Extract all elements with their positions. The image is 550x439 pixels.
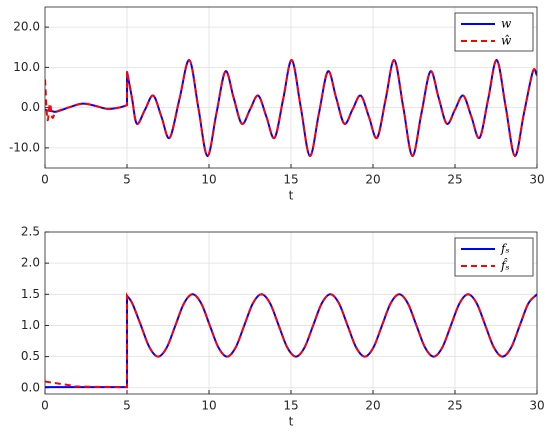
x-tick-label: 10 xyxy=(201,173,216,187)
y-tick-label: 10.0 xyxy=(13,60,40,74)
x-tick-label: 20 xyxy=(365,399,380,413)
x-tick-label: 25 xyxy=(447,173,462,187)
y-tick-label: -10.0 xyxy=(9,140,40,154)
x-tick-label: 20 xyxy=(365,173,380,187)
x-tick-label: 30 xyxy=(529,399,544,413)
y-tick-label: 1.5 xyxy=(21,287,40,301)
x-tick-label: 25 xyxy=(447,399,462,413)
series-line xyxy=(45,59,537,157)
x-tick-label: 5 xyxy=(123,399,131,413)
y-tick-label: 0.5 xyxy=(21,349,40,363)
y-tick-label: 0.0 xyxy=(21,100,40,114)
series-line xyxy=(45,292,537,389)
x-tick-label: 30 xyxy=(529,173,544,187)
y-tick-label: 20.0 xyxy=(13,20,40,34)
legend-box xyxy=(454,237,534,277)
y-tick-label: 2.5 xyxy=(21,225,40,239)
legend-label: w xyxy=(501,17,512,31)
x-tick-label: 10 xyxy=(201,399,216,413)
x-tick-label: 0 xyxy=(41,173,49,187)
x-tick-label: 15 xyxy=(283,399,298,413)
axes-frame xyxy=(44,6,538,169)
y-tick-label: 0.0 xyxy=(21,380,40,394)
x-axis-label: t xyxy=(289,415,294,429)
x-tick-label: 5 xyxy=(123,173,131,187)
y-tick-label: 2.0 xyxy=(21,256,40,270)
x-axis-label: t xyxy=(289,189,294,203)
y-tick-label: 1.0 xyxy=(21,318,40,332)
axes-frame xyxy=(44,231,538,395)
x-tick-label: 0 xyxy=(41,399,49,413)
legend-label: fₛ xyxy=(500,242,509,256)
legend-box xyxy=(454,12,534,52)
legend-label: ŵ xyxy=(501,34,512,48)
legend-label: f̂ₛ xyxy=(500,257,509,273)
x-tick-label: 15 xyxy=(283,173,298,187)
